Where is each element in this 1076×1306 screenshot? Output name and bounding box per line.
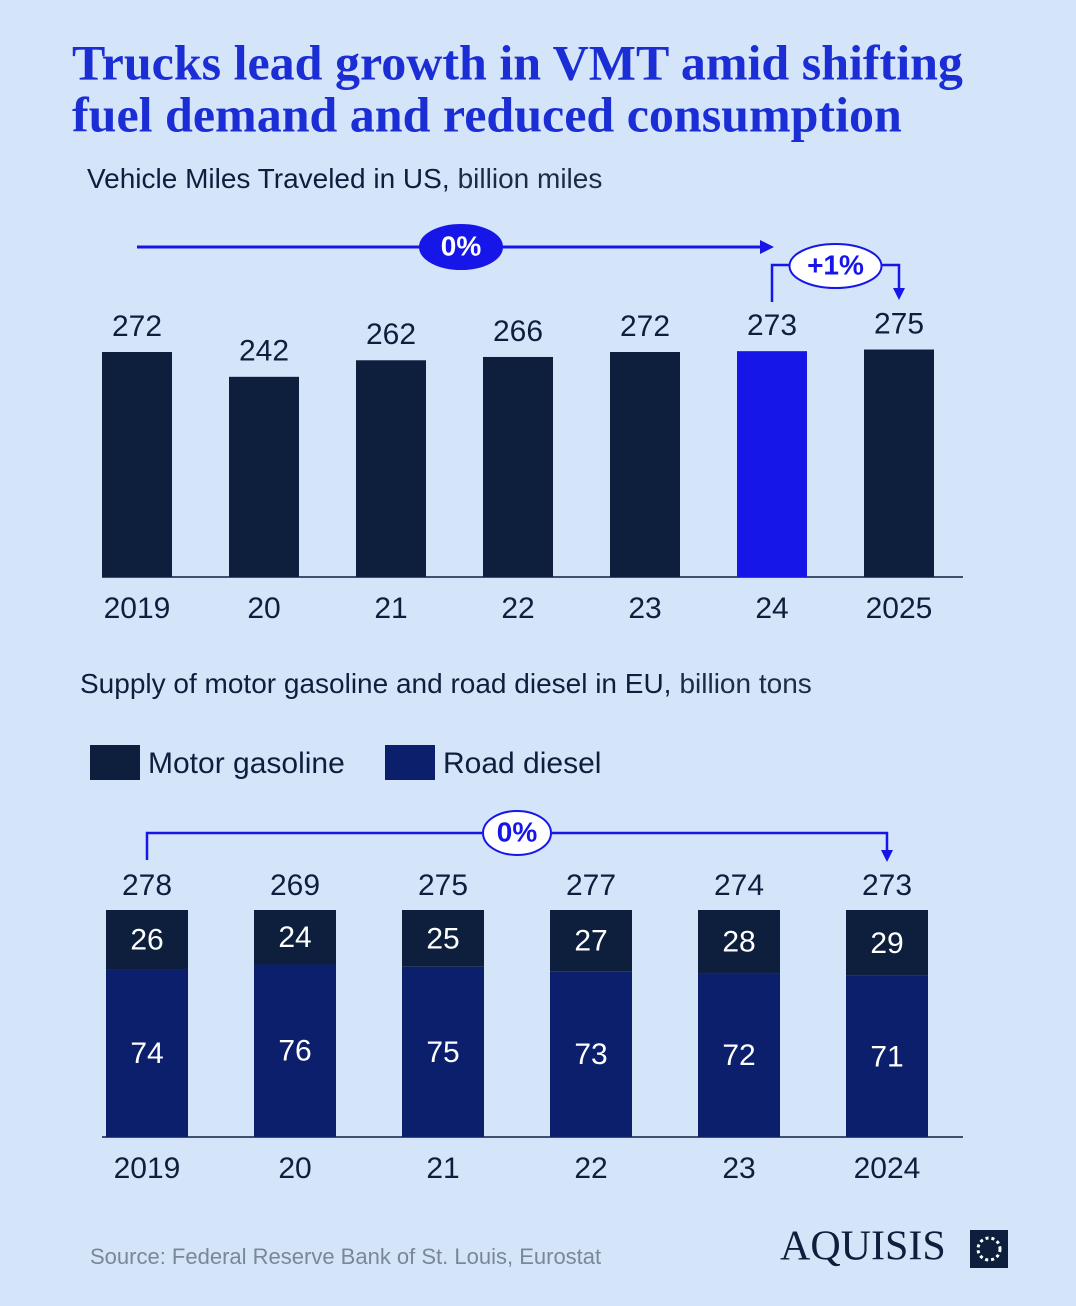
x-tick-label: 20	[278, 1152, 311, 1185]
x-tick-label: 2019	[104, 592, 171, 625]
x-tick-label: 21	[374, 592, 407, 625]
total-label: 274	[714, 869, 764, 902]
value-label: 272	[112, 310, 162, 343]
value-label: 275	[874, 307, 924, 340]
value-label: 242	[239, 335, 289, 368]
source: Source: Federal Reserve Bank of St. Loui…	[90, 1244, 601, 1269]
x-tick-label: 22	[501, 592, 534, 625]
title-line: fuel demand and reduced consumption	[72, 86, 902, 142]
bar-segment	[254, 964, 336, 1137]
subtitle-main: Vehicle Miles Traveled in US,	[87, 163, 450, 194]
arrow-head	[893, 288, 905, 300]
x-tick-label: 23	[628, 592, 661, 625]
segment-label: 24	[278, 921, 311, 954]
value-label: 272	[620, 310, 670, 343]
segment-label: 26	[130, 923, 163, 956]
segment-label: 29	[870, 927, 903, 960]
annotation-label: +1%	[807, 249, 864, 280]
annotation-bubble	[419, 224, 503, 270]
annotation-bubble	[788, 243, 883, 289]
total-label: 275	[418, 869, 468, 902]
segment-label: 75	[426, 1036, 459, 1069]
bar	[483, 356, 553, 577]
segment-label: 74	[130, 1037, 163, 1070]
bar-segment	[254, 910, 336, 965]
bar-segment	[698, 910, 780, 974]
bar-segment	[550, 971, 632, 1137]
total-label: 277	[566, 869, 616, 902]
x-tick-label: 21	[426, 1152, 459, 1185]
subtitle-unit: billion miles	[458, 163, 603, 194]
value-label: 262	[366, 318, 416, 351]
x-tick-label: 22	[574, 1152, 607, 1185]
x-tick-label: 20	[247, 592, 280, 625]
legend-label: Road diesel	[443, 747, 601, 780]
segment-label: 25	[426, 922, 459, 955]
chart-subtitle: Vehicle Miles Traveled in US, billion mil…	[87, 163, 602, 194]
segment-label: 28	[722, 926, 755, 959]
bar	[864, 349, 934, 577]
x-tick-label: 23	[722, 1152, 755, 1185]
value-label: 273	[747, 309, 797, 342]
x-tick-label: 2019	[114, 1152, 181, 1185]
total-label: 278	[122, 869, 172, 902]
logo: AQUISIS	[780, 1224, 946, 1270]
chart-subtitle: Supply of motor gasoline and road diesel…	[80, 668, 812, 699]
x-tick-label: 2025	[866, 592, 933, 625]
legend-swatch	[385, 745, 435, 780]
segment-label: 27	[574, 925, 607, 958]
segment-label: 73	[574, 1038, 607, 1071]
bar-segment	[846, 975, 928, 1137]
bar-segment	[402, 966, 484, 1137]
segment-label: 71	[870, 1040, 903, 1073]
subtitle-unit: billion tons	[679, 668, 811, 699]
bar	[610, 352, 680, 577]
bar-segment	[106, 910, 188, 970]
legend-label: Motor gasoline	[148, 747, 345, 780]
arrow-head	[760, 240, 774, 254]
bar-segment	[550, 910, 632, 972]
annotation-label: 0%	[497, 816, 538, 847]
arrow-head	[881, 850, 893, 862]
value-label: 266	[493, 315, 543, 348]
total-label: 269	[270, 869, 320, 902]
subtitle-main: Supply of motor gasoline and road diesel…	[80, 668, 671, 699]
bar	[737, 351, 807, 577]
bar	[356, 360, 426, 577]
x-tick-label: 2024	[854, 1152, 921, 1185]
bar	[102, 352, 172, 577]
bar	[229, 376, 299, 577]
logo-icon	[970, 1230, 1008, 1268]
bar-segment	[402, 910, 484, 967]
x-tick-label: 24	[755, 592, 788, 625]
bar-segment	[846, 910, 928, 976]
annotation-label: 0%	[441, 230, 482, 261]
bar-segment	[106, 969, 188, 1137]
legend-swatch	[90, 745, 140, 780]
bar-segment	[698, 973, 780, 1137]
total-label: 273	[862, 869, 912, 902]
segment-label: 76	[278, 1035, 311, 1068]
segment-label: 72	[722, 1039, 755, 1072]
annotation-bubble	[482, 810, 552, 856]
title-line: Trucks lead growth in VMT amid shifting	[72, 34, 963, 90]
